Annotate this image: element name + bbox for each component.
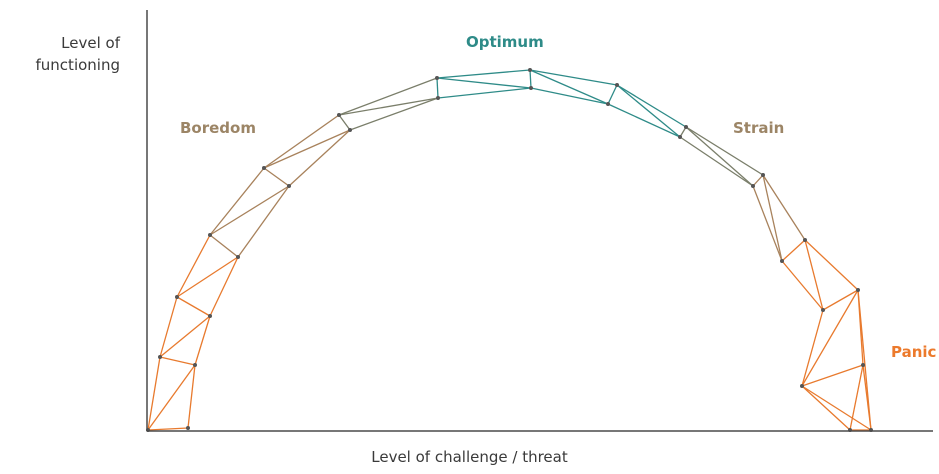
lattice-edge-45 [781,260,824,311]
lattice-edge-18 [263,129,351,169]
lattice-edge-7 [159,356,196,366]
lattice-edge-50 [801,289,859,387]
lattice-edge-12 [209,167,265,236]
lattice-node-4 [262,166,266,170]
lattice-edge-38 [685,126,754,187]
lattice-edge-10 [176,256,239,298]
lattice-edge-37 [679,136,754,187]
lattice-node-15 [186,426,190,430]
lattice-edge-2 [147,364,196,431]
lattice-node-20 [348,128,352,132]
lattice-edge-0 [147,356,161,431]
lattice-edge-58 [857,289,872,431]
lattice-node-19 [287,184,291,188]
lattice-node-21 [436,96,440,100]
y-axis-label: Level of functioning [35,34,120,74]
lattice-edge-47 [781,239,806,262]
lattice-edge-49 [801,309,824,387]
lattice-edge-57 [801,385,872,431]
lattice-edge-51 [822,289,859,311]
lattice-edge-9 [209,256,239,317]
lattice-edge-35 [607,84,618,105]
lattice-node-27 [821,308,825,312]
lattice-edge-13 [237,185,290,258]
zone-label-boredom: Boredom [180,119,256,137]
lattice-edge-16 [263,114,340,169]
lattice-node-10 [761,173,765,177]
lattice-edge-46 [804,239,824,311]
lattice-edge-43 [752,174,764,187]
lattice-edge-19 [263,167,290,187]
lattice-node-26 [780,259,784,263]
lattice-node-28 [800,384,804,388]
lattice-edge-55 [801,364,864,387]
lattice-edge-14 [209,185,290,236]
lattice-node-25 [751,184,755,188]
zone-label-optimum: Optimum [466,33,544,51]
lattice-edge-31 [529,69,532,89]
lattice-node-23 [606,102,610,106]
curve-lattice [147,69,872,431]
lattice-node-3 [208,233,212,237]
lattice-node-9 [684,125,688,129]
lattice-node-11 [803,238,807,242]
lattice-edge-3 [147,427,189,431]
lattice-node-22 [529,86,533,90]
lattice-edge-30 [529,69,609,105]
lattice-edge-53 [801,385,851,431]
zone-label-strain: Strain [733,119,785,137]
lattice-node-24 [678,135,682,139]
lattice-edge-40 [762,174,806,241]
lattice-edge-24 [436,69,531,79]
lattice-edge-1 [187,364,196,429]
lattice-node-18 [236,255,240,259]
lattice-edge-4 [159,296,178,358]
lattice-edge-41 [752,185,783,262]
lattice-edge-8 [176,234,211,298]
lattice-edge-25 [437,87,532,99]
lattice-edge-33 [607,103,681,138]
lattice-edge-32 [616,84,687,128]
lattice-edge-42 [762,174,783,262]
lattice-edge-6 [159,315,211,358]
lattice-node-13 [861,363,865,367]
lattice-edge-17 [288,129,351,187]
lattice-edge-15 [209,234,239,258]
lattice-edge-11 [176,296,211,317]
lattice-edge-22 [338,97,439,116]
lattice-edge-27 [436,77,439,99]
lattice-node-8 [615,83,619,87]
lattice-edge-29 [530,87,609,105]
lattice-node-16 [193,363,197,367]
lattice-edge-21 [349,97,439,131]
lattice-edge-34 [616,84,681,138]
lattice-node-6 [435,76,439,80]
lattice-node-7 [528,68,532,72]
lattice-edge-28 [529,69,618,86]
lattice-node-1 [158,355,162,359]
x-axis-label: Level of challenge / threat [371,448,568,466]
lattice-node-5 [337,113,341,117]
lattice-edge-5 [194,315,211,366]
lattice-edge-54 [849,364,864,431]
lattice-node-17 [208,314,212,318]
lattice-node-12 [856,288,860,292]
lattice-edge-26 [436,77,532,89]
lattice-edge-44 [804,239,859,291]
lattice-edge-36 [685,126,764,176]
zone-label-panic: Panic [891,343,937,361]
lattice-node-2 [175,295,179,299]
lattice-edge-20 [338,77,438,116]
lattice-edge-23 [338,114,351,131]
